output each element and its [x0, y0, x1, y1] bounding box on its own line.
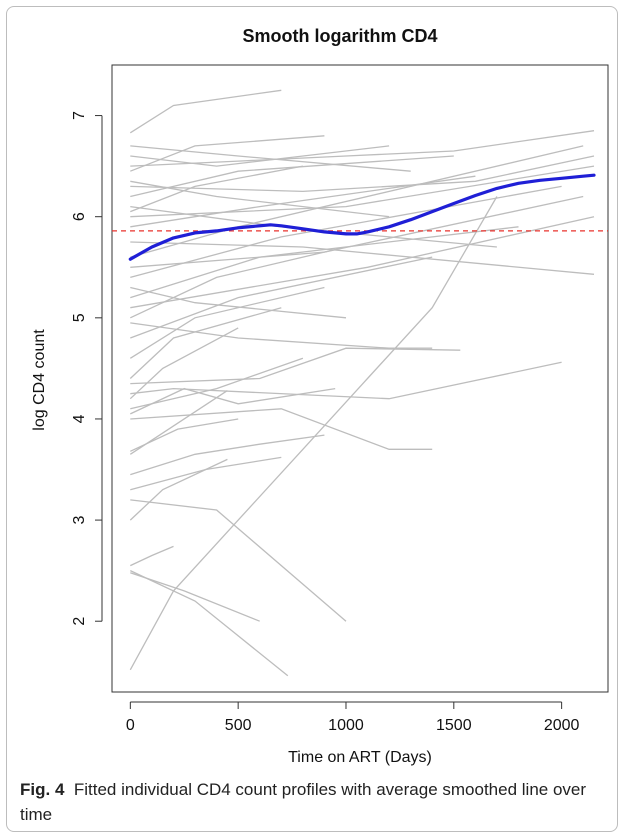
profile-line [130, 135, 325, 172]
profile-line [129, 286, 325, 359]
profile-line [130, 195, 584, 268]
profile-line [130, 347, 461, 385]
figure-label: Fig. 4 [20, 780, 65, 799]
profile-line [130, 145, 390, 167]
y-tick-label: 6 [71, 212, 88, 221]
figure-caption: Fig. 4 Fitted individual CD4 count profi… [20, 777, 600, 827]
profile-line [130, 408, 433, 450]
y-tick-label: 7 [71, 111, 88, 120]
plot-box [111, 64, 609, 693]
profile-line [130, 499, 347, 622]
x-axis: 0 500 1000 1500 2000 [126, 701, 580, 734]
y-tick-label: 5 [71, 313, 88, 322]
profile-line [130, 155, 595, 193]
profile-line [130, 570, 289, 677]
y-tick-label: 2 [71, 617, 88, 626]
x-tick-label: 500 [225, 717, 252, 734]
y-axis: 2 3 4 5 6 7 [71, 111, 103, 626]
profile-line [130, 180, 390, 218]
profile-line [130, 256, 433, 339]
profile-line [130, 545, 174, 567]
profile-line [130, 322, 433, 349]
profile-line [130, 216, 595, 309]
x-tick-label: 2000 [544, 717, 580, 734]
profile-lines [129, 89, 595, 677]
profile-line [130, 130, 595, 167]
profile-line [130, 246, 347, 319]
chart: Smooth logarithm CD4 0 500 1000 1500 2000 2 3… [31, 26, 609, 766]
profile-line [129, 196, 498, 671]
profile-line [129, 89, 282, 134]
x-tick-label: 1000 [328, 717, 364, 734]
profile-line [130, 241, 595, 275]
profile-line [130, 456, 282, 491]
profile-line [130, 357, 304, 410]
profile-line [130, 361, 562, 400]
smoothed-layer [128, 173, 596, 261]
profile-line [130, 387, 336, 415]
profile-line [129, 327, 239, 400]
y-axis-label: log CD4 count [31, 329, 48, 431]
smoothed-line [128, 173, 596, 261]
x-tick-label: 1500 [436, 717, 472, 734]
profile-line [130, 145, 411, 172]
y-tick-label: 4 [71, 414, 88, 423]
figure-frame [6, 6, 618, 832]
profile-line [130, 418, 239, 452]
profile-line [130, 165, 304, 213]
figure-caption-text: Fitted individual CD4 count profiles wit… [20, 780, 587, 824]
y-tick-label: 3 [71, 516, 88, 525]
x-axis-label: Time on ART (Days) [288, 749, 432, 766]
profile-line [130, 434, 325, 476]
profile-line [129, 458, 228, 521]
profile-line [129, 307, 282, 379]
x-tick-label: 0 [126, 717, 135, 734]
profile-line [130, 165, 595, 218]
profile-line [130, 572, 260, 622]
profile-line [130, 286, 347, 319]
profile-line [130, 175, 476, 228]
chart-title: Smooth logarithm CD4 [242, 26, 437, 46]
